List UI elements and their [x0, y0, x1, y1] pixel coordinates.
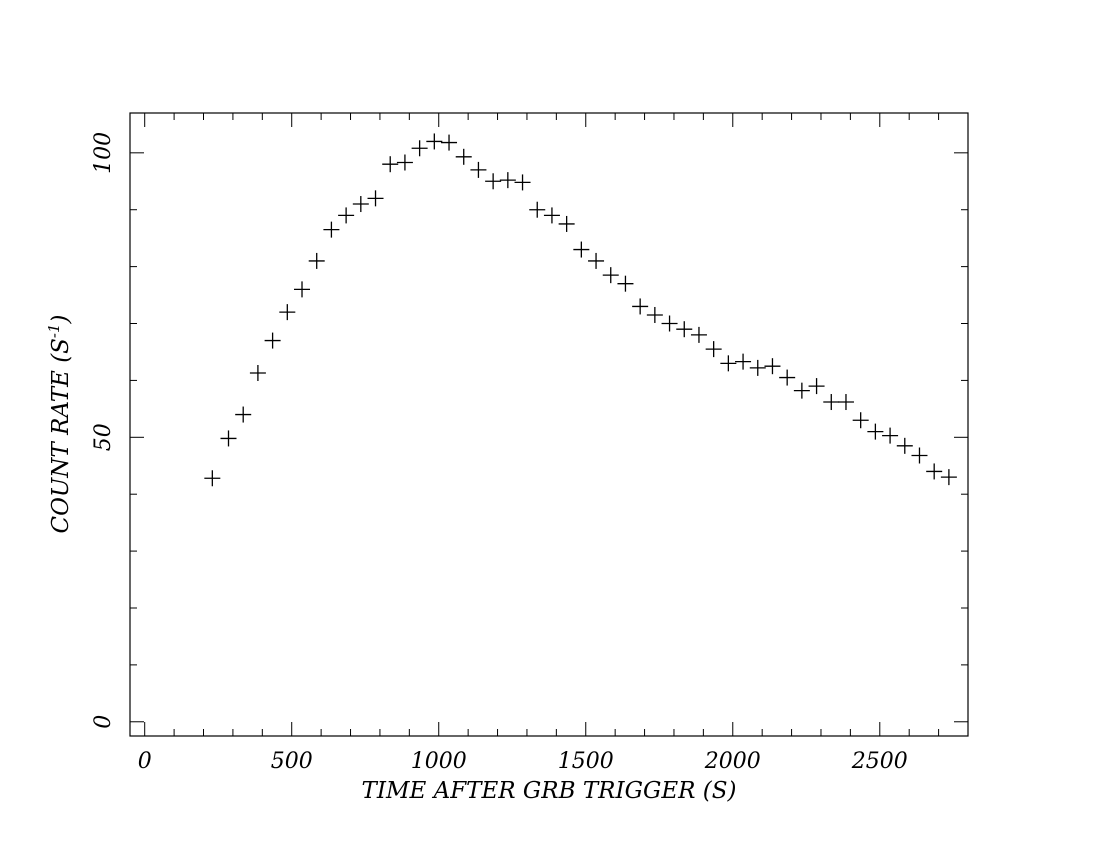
x-tick-label: 1500: [558, 749, 614, 774]
data-point: [279, 304, 296, 321]
y-axis-label-main: COUNT RATE (S: [48, 338, 74, 533]
x-tick-label: 2000: [704, 749, 761, 774]
data-point: [441, 134, 458, 151]
data-point: [382, 156, 399, 173]
data-point: [367, 190, 384, 207]
data-point: [852, 412, 869, 429]
data-point: [485, 173, 502, 190]
data-point: [882, 427, 899, 444]
y-axis-label-exponent: -1: [45, 323, 63, 338]
data-point: [764, 358, 781, 375]
y-tick-label: 0: [91, 715, 116, 729]
data-point: [514, 174, 531, 191]
plot-frame: [129, 112, 969, 737]
data-point: [352, 196, 369, 213]
data-point: [690, 326, 707, 343]
x-tick-label: 500: [271, 749, 313, 774]
x-tick-label: 0: [138, 749, 152, 774]
data-point: [602, 267, 619, 284]
data-point: [235, 406, 252, 423]
data-point: [705, 341, 722, 358]
data-point: [323, 221, 340, 238]
data-point: [676, 321, 693, 338]
data-point: [529, 201, 546, 218]
data-point: [411, 140, 428, 157]
data-point: [588, 252, 605, 269]
data-point: [823, 394, 840, 411]
x-axis-label: TIME AFTER GRB TRIGGER (S): [362, 778, 737, 804]
y-axis-label-close: ): [48, 314, 74, 324]
x-tick-label: 2500: [851, 749, 908, 774]
data-point: [720, 355, 737, 372]
x-tick-label: 1000: [411, 749, 467, 774]
data-point: [573, 241, 590, 258]
data-point: [867, 423, 884, 440]
data-point: [926, 463, 943, 480]
data-point: [470, 161, 487, 178]
data-point: [779, 369, 796, 386]
y-axis-label: COUNT RATE (S-1): [45, 314, 74, 533]
axis-ticks: [130, 113, 969, 736]
data-point: [837, 394, 854, 411]
data-point: [308, 252, 325, 269]
data-point: [735, 353, 752, 370]
y-tick-label: 50: [91, 423, 116, 451]
y-tick-labels: 0 50 100: [91, 132, 116, 729]
data-point: [455, 148, 472, 165]
data-point: [204, 470, 221, 487]
data-point: [396, 154, 413, 171]
data-point: [793, 382, 810, 399]
data-point: [338, 207, 355, 224]
data-point: [749, 359, 766, 376]
data-point: [543, 207, 560, 224]
data-points: [204, 133, 957, 487]
data-point: [646, 306, 663, 323]
x-tick-labels: 0 500 1000 1500 2000 2500: [138, 749, 908, 774]
data-point: [911, 447, 928, 464]
data-point: [617, 275, 634, 292]
data-point: [661, 315, 678, 332]
data-point: [632, 298, 649, 315]
data-point: [940, 469, 957, 486]
data-point: [264, 332, 281, 349]
data-point: [220, 430, 237, 447]
y-tick-label: 100: [91, 132, 116, 174]
data-point: [808, 378, 825, 395]
data-point: [558, 215, 575, 232]
data-point: [294, 281, 311, 298]
data-point: [896, 437, 913, 454]
data-point: [426, 133, 443, 150]
data-point: [499, 172, 516, 189]
data-point: [249, 365, 266, 382]
